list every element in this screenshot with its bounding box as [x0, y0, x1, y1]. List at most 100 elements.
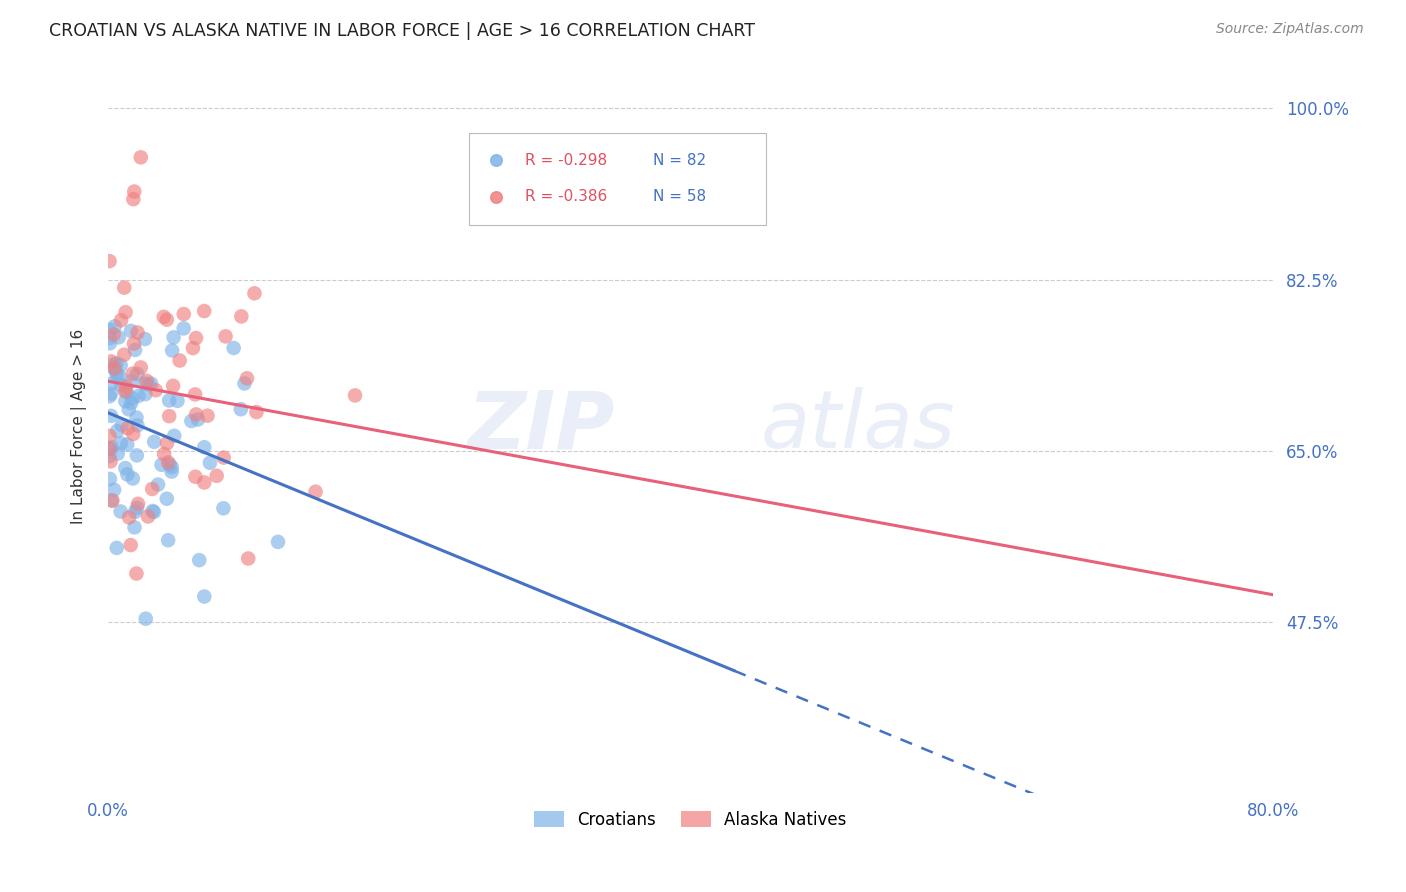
Text: ZIP: ZIP [467, 387, 614, 465]
Point [193, 304, 215, 318]
Point [193, 590, 215, 604]
Point [122, 336, 145, 351]
Point [120, 396, 142, 410]
Point [103, 483, 125, 497]
Point [134, 376, 156, 391]
Point [236, 371, 259, 385]
Point [120, 538, 142, 552]
Point [100, 376, 122, 391]
Text: N = 82: N = 82 [652, 153, 706, 168]
Point [124, 505, 146, 519]
Text: R = -0.298: R = -0.298 [524, 153, 607, 168]
Point [134, 387, 156, 401]
Point [304, 484, 326, 499]
Legend: Croatians, Alaska Natives: Croatians, Alaska Natives [527, 805, 853, 836]
FancyBboxPatch shape [470, 133, 766, 225]
Point [173, 307, 195, 321]
Point [193, 475, 215, 490]
Point [141, 504, 163, 518]
Point [118, 402, 141, 417]
Point [98, 442, 121, 456]
Point [143, 434, 166, 449]
Text: N = 58: N = 58 [652, 189, 706, 204]
Point [122, 192, 145, 206]
Point [114, 305, 136, 319]
Point [98, 254, 121, 268]
Point [245, 405, 267, 419]
Point [124, 343, 146, 357]
Point [198, 456, 221, 470]
Point [114, 384, 136, 399]
Point [582, 285, 605, 299]
Point [110, 358, 132, 372]
Point [159, 458, 181, 472]
Point [212, 501, 235, 516]
Point [115, 384, 138, 399]
Point [160, 465, 183, 479]
Point [127, 389, 149, 403]
Point [122, 427, 145, 442]
Point [184, 408, 207, 422]
Point [156, 491, 179, 506]
Point [111, 418, 134, 433]
Point [114, 394, 136, 409]
Point [125, 449, 148, 463]
Point [229, 402, 252, 417]
Point [98, 336, 121, 351]
Point [150, 458, 173, 472]
Point [121, 374, 143, 388]
Point [163, 429, 186, 443]
Point [98, 323, 121, 337]
Point [103, 327, 125, 342]
Point [100, 493, 122, 508]
Point [187, 412, 209, 426]
Point [243, 286, 266, 301]
Point [127, 418, 149, 433]
Point [100, 354, 122, 368]
Point [180, 414, 202, 428]
Text: R = -0.386: R = -0.386 [524, 189, 607, 204]
Point [127, 497, 149, 511]
Point [233, 376, 256, 391]
Point [118, 510, 141, 524]
Point [267, 535, 290, 549]
Point [127, 367, 149, 381]
Point [110, 313, 132, 327]
Point [344, 388, 367, 402]
Point [145, 384, 167, 398]
Point [104, 361, 127, 376]
Point [188, 553, 211, 567]
Point [193, 440, 215, 454]
Point [112, 348, 135, 362]
Point [166, 393, 188, 408]
Point [146, 477, 169, 491]
Point [110, 504, 132, 518]
Point [98, 429, 121, 443]
Point [115, 379, 138, 393]
Point [103, 357, 125, 371]
Point [98, 442, 121, 456]
Point [152, 310, 174, 324]
Point [124, 520, 146, 534]
Point [105, 365, 128, 379]
Point [142, 505, 165, 519]
Point [222, 341, 245, 355]
Point [110, 436, 132, 450]
Point [231, 310, 253, 324]
Point [117, 437, 139, 451]
Point [98, 449, 121, 463]
Point [114, 461, 136, 475]
Point [157, 409, 180, 424]
Point [125, 410, 148, 425]
Point [582, 235, 605, 250]
Point [212, 450, 235, 465]
Point [184, 331, 207, 345]
Point [104, 319, 127, 334]
Point [121, 392, 143, 406]
Point [134, 332, 156, 346]
Point [117, 421, 139, 435]
Text: Source: ZipAtlas.com: Source: ZipAtlas.com [1216, 22, 1364, 37]
Point [98, 389, 121, 403]
Point [98, 472, 121, 486]
Point [101, 440, 124, 454]
